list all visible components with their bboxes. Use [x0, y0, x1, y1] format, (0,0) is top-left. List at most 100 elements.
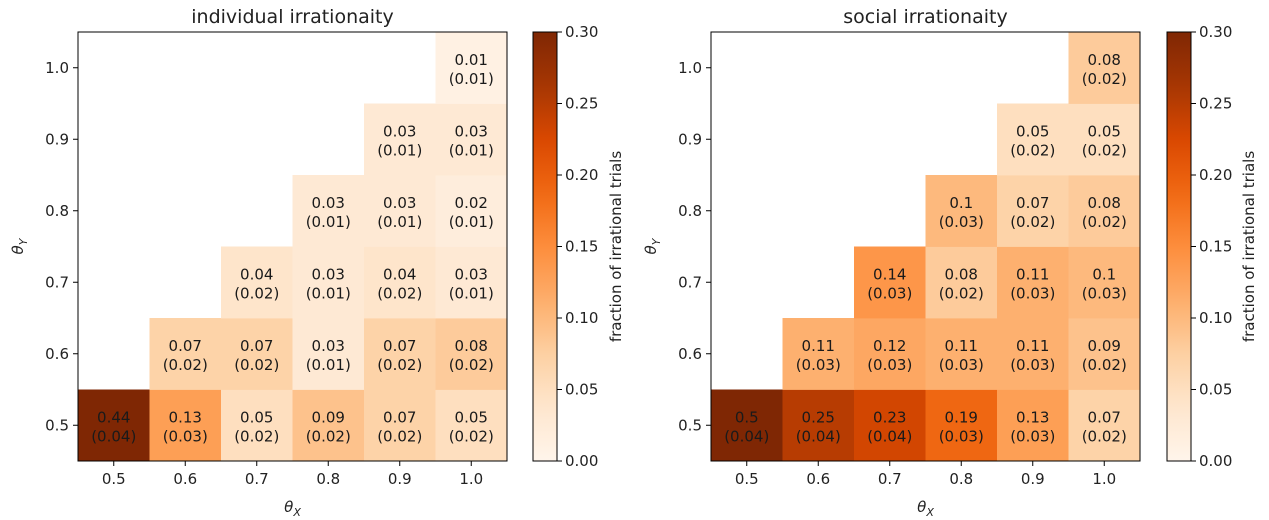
y-tick-label: 0.8	[45, 202, 69, 220]
heatmap-cell	[1068, 32, 1141, 104]
cell-value-label: 0.07	[383, 408, 416, 426]
heatmap-cell	[925, 246, 998, 319]
heatmap-cell	[782, 389, 855, 462]
cell-value-label: 0.07	[383, 337, 416, 355]
colorbar-tick-label: 0.20	[565, 166, 598, 184]
heatmap-cell	[364, 318, 436, 390]
colorbar-tick-label: 0.30	[1199, 23, 1232, 41]
heatmap-cell	[221, 318, 293, 390]
y-tick-label: 0.6	[678, 345, 702, 363]
cell-std-label: (0.03)	[796, 356, 841, 374]
cell-std-label: (0.04)	[796, 427, 841, 445]
heatmap-cell	[435, 318, 508, 390]
heatmap-cell	[435, 32, 508, 104]
cell-std-label: (0.02)	[1082, 70, 1127, 88]
cell-std-label: (0.02)	[306, 427, 351, 445]
cell-std-label: (0.02)	[449, 356, 494, 374]
heatmap-cell	[364, 175, 436, 247]
colorbar-gradient	[533, 32, 557, 461]
heatmap-cell	[854, 246, 926, 319]
cell-value-label: 0.13	[1016, 408, 1049, 426]
cell-value-label: 0.03	[383, 122, 416, 140]
y-tick-label: 0.5	[678, 416, 702, 434]
cell-std-label: (0.02)	[377, 284, 422, 302]
cell-value-label: 0.03	[455, 265, 488, 283]
cell-value-label: 0.11	[1016, 337, 1049, 355]
cell-std-label: (0.02)	[234, 356, 279, 374]
heatmap-cell	[292, 318, 365, 390]
cell-value-label: 0.02	[455, 194, 488, 212]
cell-std-label: (0.01)	[306, 284, 351, 302]
colorbar-label: fraction of irrational trials	[1240, 151, 1258, 342]
cell-value-label: 0.08	[1088, 51, 1121, 69]
cell-value-label: 0.08	[945, 265, 978, 283]
cell-value-label: 0.08	[455, 337, 488, 355]
cell-value-label: 0.5	[735, 408, 759, 426]
cell-std-label: (0.02)	[939, 284, 984, 302]
cell-std-label: (0.02)	[1082, 141, 1127, 159]
cell-value-label: 0.07	[1016, 194, 1049, 212]
heatmap-cell	[1068, 318, 1141, 390]
heatmap-cell	[435, 389, 508, 462]
cell-std-label: (0.02)	[449, 427, 494, 445]
cell-std-label: (0.03)	[163, 427, 208, 445]
x-tick-label: 0.5	[735, 470, 759, 488]
cell-value-label: 0.44	[97, 408, 130, 426]
cell-value-label: 0.04	[240, 265, 273, 283]
colorbar-tick-label: 0.30	[565, 23, 598, 41]
heatmap-cell	[1068, 175, 1141, 247]
y-tick-label: 1.0	[45, 59, 69, 77]
y-tick-label: 0.6	[45, 345, 69, 363]
x-tick-label: 0.6	[806, 470, 830, 488]
colorbar-tick-label: 0.15	[565, 238, 598, 256]
x-tick-label: 0.7	[878, 470, 902, 488]
colorbar-tick-label: 0.20	[1199, 166, 1232, 184]
colorbar: 0.00 0.05 0.10 0.15 0.20 0.25 0.30 fraction of …	[532, 23, 625, 470]
cell-std-label: (0.03)	[939, 356, 984, 374]
cell-value-label: 0.23	[873, 408, 906, 426]
cell-value-label: 0.25	[802, 408, 835, 426]
colorbar-gradient	[1167, 32, 1191, 461]
cell-std-label: (0.02)	[1082, 427, 1127, 445]
x-axis-label: θX	[917, 498, 934, 519]
cell-value-label: 0.01	[455, 51, 488, 69]
x-tick-label: 0.8	[316, 470, 340, 488]
heatmap-cell	[854, 318, 926, 390]
cell-std-label: (0.02)	[1010, 141, 1055, 159]
heatmap-cell	[997, 103, 1069, 176]
heatmap-cell	[1068, 246, 1141, 319]
heatmap-cell	[997, 246, 1069, 319]
x-tick-label: 0.9	[388, 470, 412, 488]
heatmap-cell	[435, 246, 508, 319]
heatmap-cell	[782, 318, 855, 390]
colorbar-tick-label: 0.25	[565, 95, 598, 113]
cell-value-label: 0.03	[312, 194, 345, 212]
heatmap-cell	[149, 318, 222, 390]
cell-std-label: (0.03)	[1082, 284, 1127, 302]
cell-std-label: (0.02)	[234, 427, 279, 445]
cell-std-label: (0.01)	[377, 141, 422, 159]
x-axis-label: θX	[284, 498, 301, 519]
cell-value-label: 0.11	[1016, 265, 1049, 283]
x-tick-label: 0.5	[102, 470, 126, 488]
colorbar-tick-label: 0.05	[1199, 381, 1232, 399]
heatmap-panel-1: 0.44(0.04)0.13(0.03)0.05(0.02)0.09(0.02)…	[9, 6, 625, 519]
heatmap-cell	[435, 175, 508, 247]
heatmap-cell	[997, 389, 1069, 462]
cell-std-label: (0.01)	[377, 213, 422, 231]
y-axis-label: θY	[9, 237, 30, 254]
x-tick-label: 0.7	[245, 470, 269, 488]
cell-value-label: 0.11	[802, 337, 835, 355]
heatmap-panel-2: 0.5(0.04)0.25(0.04)0.23(0.04)0.19(0.03)0…	[642, 6, 1258, 519]
cell-std-label: (0.02)	[1082, 213, 1127, 231]
heatmap-cell	[925, 318, 998, 390]
cell-std-label: (0.02)	[1010, 213, 1055, 231]
cell-value-label: 0.09	[1088, 337, 1121, 355]
x-tick-label: 1.0	[459, 470, 483, 488]
heatmap-cell	[78, 389, 150, 462]
heatmap-cell	[1068, 103, 1141, 176]
y-tick-label: 0.8	[678, 202, 702, 220]
y-tick-label: 0.7	[45, 273, 69, 291]
cell-std-label: (0.02)	[377, 356, 422, 374]
